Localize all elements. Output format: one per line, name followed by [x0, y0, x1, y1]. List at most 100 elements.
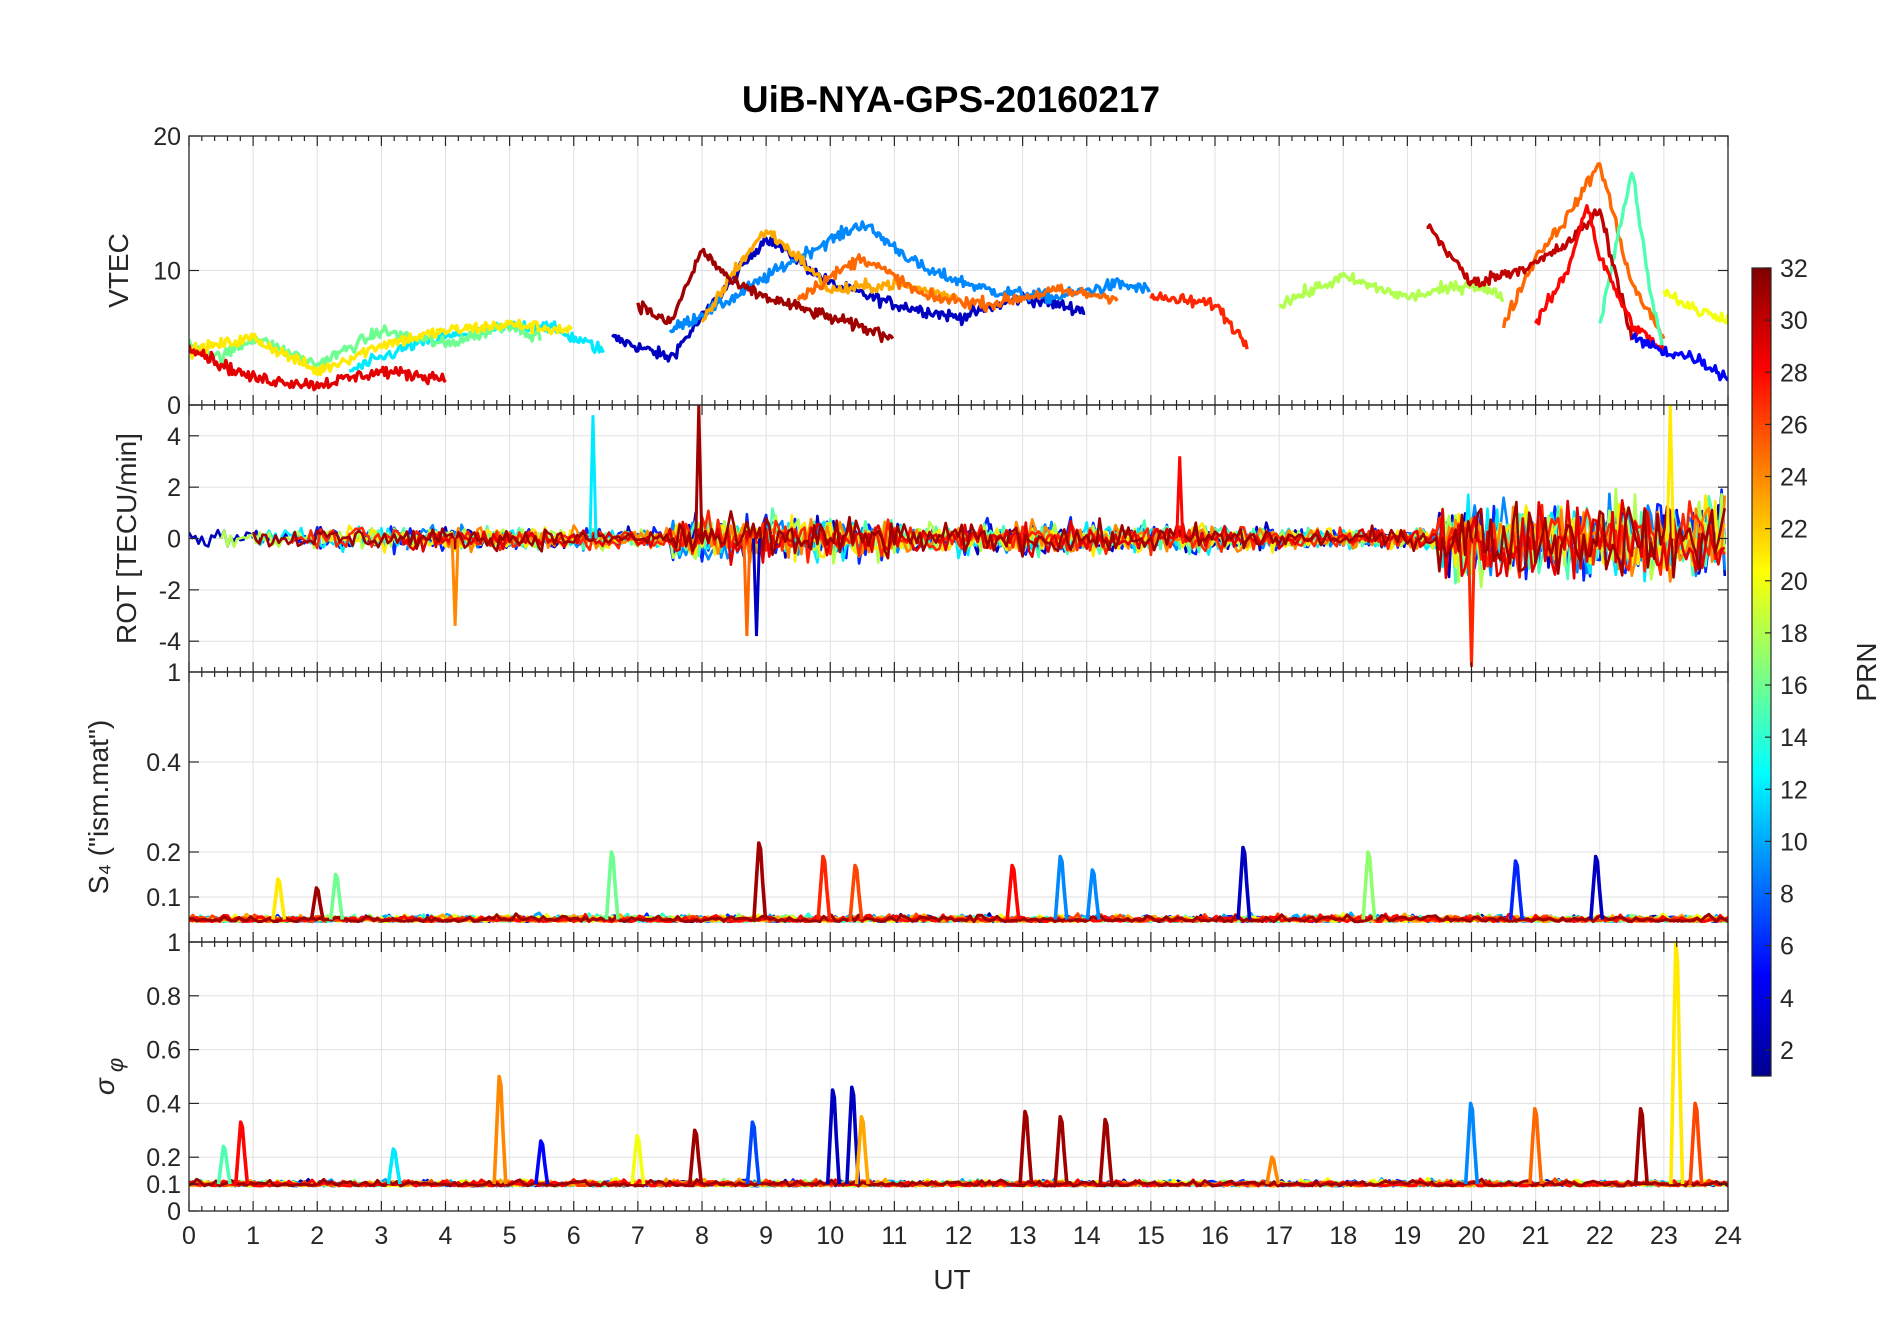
y-tick-label: 0.4: [146, 749, 181, 777]
s4-peak: [604, 850, 620, 920]
vtec-series-line: [1501, 162, 1666, 340]
sigma_phi-peak: [688, 1128, 704, 1185]
colorbar-tick-label: 30: [1780, 307, 1808, 335]
sigma_phi-peak: [1098, 1117, 1114, 1185]
rot-series-line: [251, 500, 1727, 579]
y-tick-label: 1: [167, 929, 181, 957]
x-tick-label: 23: [1650, 1222, 1678, 1250]
colorbar-tick-label: 6: [1780, 933, 1794, 961]
colorbar-tick-label: 26: [1780, 411, 1808, 439]
x-tick-label: 17: [1265, 1222, 1293, 1250]
sigma_phi-peak: [854, 1115, 870, 1185]
y-tick-label: 0.1: [146, 1171, 181, 1199]
y-tick-label: 0: [167, 1198, 181, 1226]
y-axis-label: ROT [TECU/min]: [111, 433, 142, 644]
y-tick-label: 0: [167, 526, 181, 554]
x-tick-label: 10: [816, 1222, 844, 1250]
y-tick-label: 0.6: [146, 1037, 181, 1065]
colorbar-tick-label: 4: [1780, 985, 1794, 1013]
x-tick-label: 9: [759, 1222, 773, 1250]
y-tick-label: 0.2: [146, 839, 181, 867]
rot-peak: [588, 415, 598, 539]
s4-peak: [1236, 845, 1252, 920]
sigma_phi-series-line: [189, 1177, 1728, 1188]
colorbar-tick-label: 14: [1780, 724, 1808, 752]
vtec-series-line: [189, 322, 542, 369]
vtec-series-line: [1426, 208, 1634, 341]
s4-peak: [271, 877, 287, 920]
sigma_phi-peak: [234, 1120, 250, 1185]
y-tick-label: 0.2: [146, 1144, 181, 1172]
vtec-series-line: [1278, 271, 1505, 310]
x-tick-label: 18: [1329, 1222, 1357, 1250]
y-axis-label-subscript: φ: [103, 1058, 128, 1078]
x-tick-label: 4: [439, 1222, 453, 1250]
s4-peak: [752, 841, 768, 920]
x-tick-label: 14: [1073, 1222, 1101, 1250]
x-tick-label: 1: [246, 1222, 260, 1250]
x-tick-label: 15: [1137, 1222, 1165, 1250]
vtec-series-line: [1630, 332, 1728, 382]
x-tick-label: 13: [1009, 1222, 1037, 1250]
s4-peak: [328, 872, 345, 920]
y-tick-label: 0: [167, 392, 181, 420]
x-tick-label: 20: [1458, 1222, 1486, 1250]
x-tick-label: 19: [1393, 1222, 1421, 1250]
y-axis-label: S₄ ("ism.mat"): [83, 720, 114, 894]
sigma_phi-peak: [492, 1074, 508, 1185]
x-tick-label: 3: [374, 1222, 388, 1250]
x-axis: 0 1 2 3 4 5 6 7 8 9 10 11 12 13 14 15 16 17 18 19 20 21 22 23 24: [182, 1222, 1742, 1250]
rot-peak: [450, 538, 460, 626]
sigma_phi-peak: [845, 1085, 861, 1185]
vtec-series-line: [1534, 204, 1666, 352]
panel-data-s4: [189, 841, 1728, 924]
y-tick-label: 10: [153, 258, 181, 286]
x-tick-label: 0: [182, 1222, 196, 1250]
x-tick-label: 5: [503, 1222, 517, 1250]
s4-peak: [1085, 868, 1101, 920]
panel-data-sigma_phi: [189, 942, 1728, 1188]
colorbar-tick-label: 28: [1780, 359, 1808, 387]
sigma_phi-peak: [1463, 1101, 1480, 1185]
sigma_phi-peak: [1633, 1107, 1649, 1185]
colorbar-tick-label: 18: [1780, 620, 1808, 648]
sigma_phi-peak: [1018, 1109, 1034, 1185]
sigma_phi-peak: [534, 1139, 550, 1185]
y-tick-label: 0.4: [146, 1090, 181, 1118]
s4-peak: [1508, 859, 1524, 920]
vtec-series-line: [796, 253, 1119, 314]
x-tick-label: 11: [881, 1222, 907, 1250]
panel-data-rot: [189, 405, 1727, 667]
x-tick-label: 6: [567, 1222, 581, 1250]
sigma_phi-peak: [630, 1133, 646, 1185]
y-tick-label: 1: [167, 659, 181, 687]
colorbar-tick-label: 24: [1780, 464, 1808, 492]
x-tick-label: 7: [631, 1222, 645, 1250]
colorbar-tick-label: 20: [1780, 568, 1808, 596]
sigma_phi-peak: [216, 1144, 232, 1185]
sigma_phi-peak: [745, 1120, 761, 1185]
y-axis-label: VTEC: [103, 233, 134, 308]
panel-vtec: 0 10 20 VTEC: [103, 123, 1729, 420]
vtec-series-line: [189, 344, 447, 392]
sigma_phi-peak: [1053, 1115, 1069, 1185]
y-tick-label: 4: [167, 423, 181, 451]
y-tick-label: 0.8: [146, 983, 181, 1011]
colorbar-bar: [1752, 268, 1771, 1076]
vtec-series-line: [668, 220, 1151, 334]
rot-peak: [742, 538, 752, 637]
vtec-series-line: [1149, 291, 1249, 350]
sigma_phi-peak: [1528, 1107, 1544, 1185]
sigma_phi-peak: [1669, 942, 1685, 1185]
colorbar-tick-label: 22: [1780, 516, 1808, 544]
vtec-series-line: [189, 318, 573, 377]
rot-peak: [1665, 405, 1675, 539]
x-tick-label: 21: [1522, 1222, 1550, 1250]
x-tick-label: 8: [695, 1222, 709, 1250]
panel-rot: -4 -2 0 2 4 ROT [TECU/min]: [111, 404, 1729, 673]
y-tick-label: -2: [159, 577, 181, 605]
chart-title: UiB-NYA-GPS-20160217: [742, 79, 1160, 120]
x-tick-label: 2: [310, 1222, 324, 1250]
